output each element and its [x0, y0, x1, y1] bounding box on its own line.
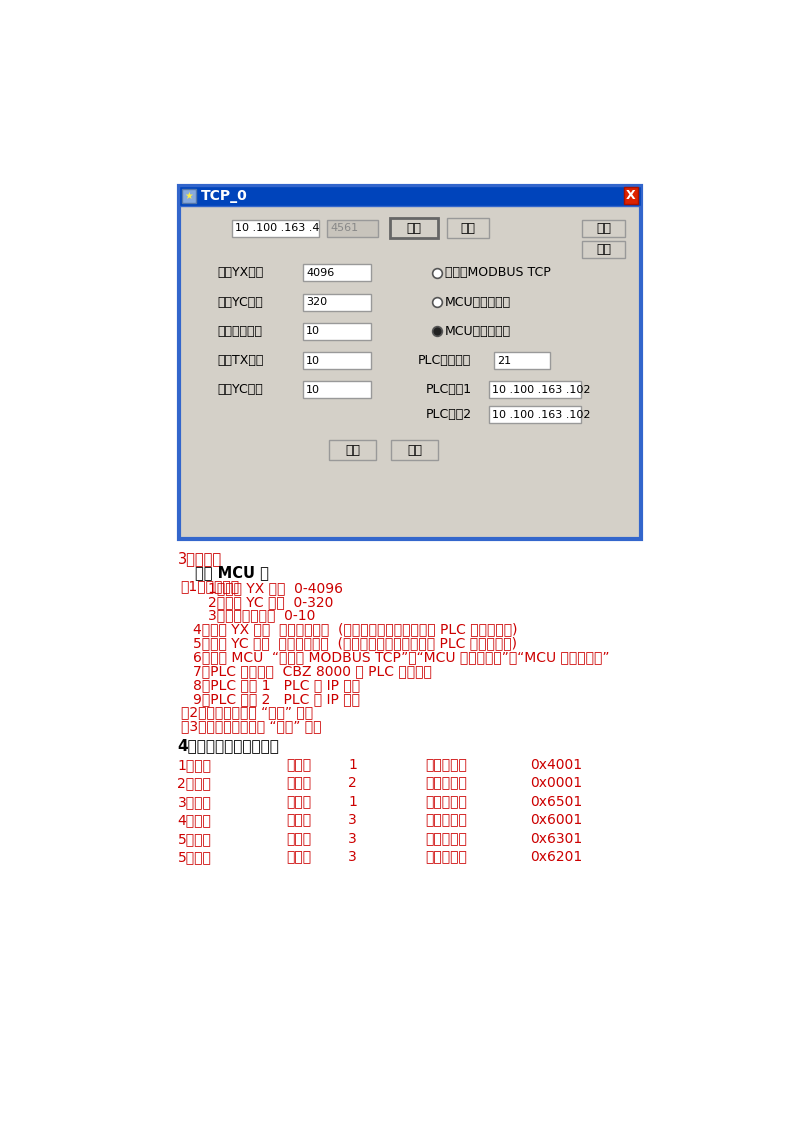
Bar — [582, 241, 626, 257]
Text: 信息体地址: 信息体地址 — [426, 814, 467, 827]
Text: 10 .100 .163 .102: 10 .100 .163 .102 — [492, 385, 590, 395]
Text: 扇区号: 扇区号 — [286, 777, 311, 790]
Text: 3: 3 — [348, 850, 357, 865]
Text: 0x4001: 0x4001 — [530, 758, 582, 772]
Text: 10 .100 .163 .102: 10 .100 .163 .102 — [492, 410, 590, 420]
Text: 扇区号: 扇区号 — [286, 814, 311, 827]
Text: 2）遥信: 2）遥信 — [178, 777, 211, 790]
Text: 8）PLC 地址 1   PLC 的 IP 地址: 8）PLC 地址 1 PLC 的 IP 地址 — [193, 678, 360, 692]
Bar — [182, 189, 196, 203]
Bar — [624, 188, 638, 205]
Text: 320: 320 — [306, 298, 327, 307]
Text: 连接 MCU 后: 连接 MCU 后 — [194, 566, 269, 581]
Text: 1）上传 YX 个数  0-4096: 1）上传 YX 个数 0-4096 — [209, 581, 343, 595]
Text: 1）遥测: 1）遥测 — [178, 758, 211, 772]
Text: 7）PLC 装置地址  CBZ 8000 上 PLC 的库地址: 7）PLC 装置地址 CBZ 8000 上 PLC 的库地址 — [193, 664, 432, 678]
Text: 信息体地址: 信息体地址 — [426, 795, 467, 809]
Text: 21: 21 — [497, 355, 511, 366]
Text: 10: 10 — [306, 355, 320, 366]
Text: 3）电度: 3）电度 — [178, 795, 211, 809]
Bar — [447, 218, 489, 238]
Text: 上传YC个数: 上传YC个数 — [218, 295, 263, 309]
Text: 扇区号: 扇区号 — [286, 795, 311, 809]
Text: MCU就为客户端: MCU就为客户端 — [445, 325, 511, 338]
Text: 1: 1 — [348, 758, 357, 772]
Text: PLC地址1: PLC地址1 — [426, 384, 472, 396]
Text: 信息体地址: 信息体地址 — [426, 850, 467, 865]
Text: 3: 3 — [348, 814, 357, 827]
Bar — [390, 218, 438, 238]
Text: 设置: 设置 — [345, 444, 360, 456]
Text: 重启: 重启 — [407, 444, 422, 456]
Text: 上传电度个数: 上传电度个数 — [218, 325, 262, 338]
Text: 4561: 4561 — [330, 223, 358, 233]
Bar — [494, 352, 550, 369]
Bar — [303, 323, 371, 340]
Bar — [232, 220, 318, 237]
Text: （1）配置参数: （1）配置参数 — [181, 580, 240, 593]
Text: TCP_0: TCP_0 — [201, 189, 247, 203]
Text: 0x6501: 0x6501 — [530, 795, 582, 809]
Text: 不启用MODBUS TCP: 不启用MODBUS TCP — [445, 266, 550, 280]
Bar — [582, 220, 626, 237]
Text: 扇区号: 扇区号 — [286, 832, 311, 846]
Bar — [330, 440, 376, 460]
Text: ★: ★ — [185, 191, 194, 200]
Text: MCU就为服务器: MCU就为服务器 — [445, 295, 511, 309]
Text: 4）转发 YX 地址  根据工程设定  (为转发表转发的数据写入 PLC 的起始地址): 4）转发 YX 地址 根据工程设定 (为转发表转发的数据写入 PLC 的起始地址… — [193, 623, 518, 636]
Text: 6）设置 MCU  “不启用 MODBUS TCP”、“MCU 做为服务器”、“MCU 做为客户端”: 6）设置 MCU “不启用 MODBUS TCP”、“MCU 做为服务器”、“M… — [193, 650, 610, 664]
Bar — [303, 381, 371, 398]
Text: 4）选控: 4）选控 — [178, 814, 211, 827]
Bar — [327, 220, 378, 237]
Text: 取消: 取消 — [596, 242, 611, 256]
Bar — [303, 293, 371, 310]
Text: 5）转发 YC 地址  根据工程设定  (为转发表转发的数据写入 PLC 的起始地址): 5）转发 YC 地址 根据工程设定 (为转发表转发的数据写入 PLC 的起始地址… — [193, 636, 517, 651]
Text: 0x6201: 0x6201 — [530, 850, 582, 865]
Text: 10 .100 .163 .4: 10 .100 .163 .4 — [235, 223, 319, 233]
Text: 0x0001: 0x0001 — [530, 777, 582, 790]
Text: PLC地址2: PLC地址2 — [426, 408, 472, 421]
Bar — [179, 186, 641, 539]
Text: （2）配置参数后点 “设置” 按鈕: （2）配置参数后点 “设置” 按鈕 — [181, 705, 313, 720]
Text: 确定: 确定 — [596, 222, 611, 234]
Text: 断开: 断开 — [461, 222, 476, 234]
Text: 4096: 4096 — [306, 268, 334, 277]
Text: 上传YX个数: 上传YX个数 — [218, 266, 264, 280]
Text: 10: 10 — [306, 385, 320, 395]
Text: 扇区号: 扇区号 — [286, 850, 311, 865]
Text: PLC装置地址: PLC装置地址 — [418, 354, 471, 367]
Text: 5）直控: 5）直控 — [178, 832, 211, 846]
Text: 2: 2 — [348, 777, 357, 790]
Bar — [489, 406, 581, 423]
Text: 9）PLC 地址 2   PLC 的 IP 地址: 9）PLC 地址 2 PLC 的 IP 地址 — [193, 692, 360, 705]
Text: 4、操作员站组库说明：: 4、操作员站组库说明： — [178, 738, 279, 753]
Text: 3: 3 — [348, 832, 357, 846]
Text: 2）上传 YC 个数  0-320: 2）上传 YC 个数 0-320 — [209, 594, 334, 609]
Bar — [179, 186, 641, 206]
Text: 5）遥调: 5）遥调 — [178, 850, 211, 865]
Text: 0x6001: 0x6001 — [530, 814, 582, 827]
Text: 扇区号: 扇区号 — [286, 758, 311, 772]
Bar — [489, 381, 581, 398]
Text: 3、说明：: 3、说明： — [178, 551, 222, 567]
Text: 信息体地址: 信息体地址 — [426, 777, 467, 790]
Text: 转发YC地址: 转发YC地址 — [218, 384, 263, 396]
Text: 10: 10 — [306, 326, 320, 336]
Text: 转发TX地址: 转发TX地址 — [218, 354, 264, 367]
Text: 信息体地址: 信息体地址 — [426, 832, 467, 846]
Text: 信息体地址: 信息体地址 — [426, 758, 467, 772]
Text: 3）上传电度个数  0-10: 3）上传电度个数 0-10 — [209, 609, 316, 623]
Text: 1: 1 — [348, 795, 357, 809]
Bar — [303, 265, 371, 282]
Text: 连接: 连接 — [406, 222, 422, 234]
Text: （3）设置成功后，点 “重启” 按鈕: （3）设置成功后，点 “重启” 按鈕 — [181, 720, 321, 734]
Text: 0x6301: 0x6301 — [530, 832, 582, 846]
Bar — [303, 352, 371, 369]
Bar — [391, 440, 438, 460]
Text: X: X — [626, 189, 636, 203]
